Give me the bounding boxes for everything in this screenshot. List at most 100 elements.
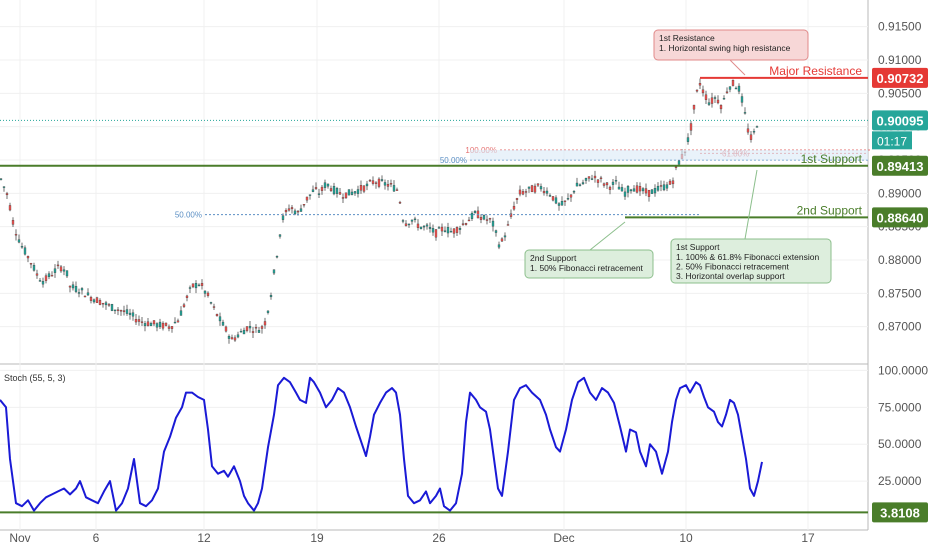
candle-body bbox=[530, 185, 534, 193]
candle-body bbox=[2, 186, 6, 188]
candle-body bbox=[182, 304, 186, 307]
candle-body bbox=[59, 266, 63, 272]
candle-body bbox=[593, 175, 597, 179]
candle-body bbox=[137, 319, 141, 322]
candle-body bbox=[221, 321, 225, 326]
candle-body bbox=[80, 288, 84, 291]
candle-body bbox=[458, 228, 462, 230]
candle-body bbox=[263, 321, 267, 326]
candle-body bbox=[143, 323, 147, 327]
candle-body bbox=[746, 128, 750, 133]
candle-body bbox=[332, 186, 336, 195]
candle-body bbox=[239, 331, 243, 333]
candle-body bbox=[242, 329, 246, 335]
candle-body bbox=[227, 336, 231, 339]
candle-body bbox=[596, 179, 600, 183]
candle-body bbox=[206, 292, 210, 296]
candle-body bbox=[701, 89, 705, 94]
candle-body bbox=[311, 189, 315, 192]
price-tick-label: 0.87500 bbox=[878, 286, 922, 300]
candle-body bbox=[56, 264, 60, 267]
callout-pointer bbox=[729, 59, 746, 76]
level-price-tag bbox=[872, 207, 928, 228]
callout-title: 2nd Support bbox=[530, 253, 577, 263]
candle-body bbox=[233, 337, 237, 341]
candle-body bbox=[620, 187, 624, 192]
price-tick-label: 0.89000 bbox=[878, 186, 922, 200]
candle-body bbox=[77, 292, 81, 294]
candle-body bbox=[101, 302, 105, 305]
time-tick-label: 19 bbox=[310, 531, 324, 545]
candle-body bbox=[752, 131, 756, 133]
candle-body bbox=[197, 284, 201, 287]
fib-label: 50.00% bbox=[440, 156, 467, 165]
time-tick-label: 6 bbox=[93, 531, 100, 545]
candle-body bbox=[374, 182, 378, 184]
candle-body bbox=[83, 295, 87, 298]
price-tick-label: 0.88000 bbox=[878, 253, 922, 267]
level-price-tag bbox=[872, 67, 928, 88]
candle-body bbox=[215, 313, 219, 317]
candle-body bbox=[440, 226, 444, 232]
candle-body bbox=[653, 188, 657, 194]
candle-body bbox=[731, 79, 735, 86]
candle-body bbox=[557, 203, 561, 206]
candle-body bbox=[572, 191, 576, 193]
candle-body bbox=[317, 193, 321, 195]
fib-label: 50.00% bbox=[175, 211, 202, 220]
candle-body bbox=[533, 185, 537, 193]
candle-body bbox=[455, 227, 459, 233]
candle-body bbox=[38, 280, 42, 282]
candle-body bbox=[11, 220, 15, 225]
current-price-text: 0.90095 bbox=[877, 113, 924, 128]
candle-body bbox=[74, 286, 78, 292]
candle-body bbox=[500, 238, 504, 242]
callout-box bbox=[524, 249, 654, 279]
candle-body bbox=[737, 85, 741, 92]
candle-body bbox=[494, 230, 498, 233]
candle-body bbox=[431, 228, 435, 233]
candle-body bbox=[257, 330, 261, 333]
stoch-line bbox=[0, 376, 763, 512]
callout-line: 1. 100% & 61.8% Fibonacci extension bbox=[676, 252, 819, 262]
candle-body bbox=[527, 186, 531, 189]
candle-body bbox=[329, 188, 333, 191]
time-tick-label: Nov bbox=[9, 531, 30, 545]
candle-body bbox=[179, 310, 183, 316]
level-label: 1st Support bbox=[801, 152, 863, 166]
candle-body bbox=[335, 188, 339, 194]
candle-body bbox=[629, 189, 633, 192]
candle-body bbox=[671, 180, 675, 185]
callout-line: 1. 50% Fibonacci retracement bbox=[530, 263, 644, 273]
price-tick-label: 0.90500 bbox=[878, 86, 922, 100]
candle-body bbox=[674, 166, 678, 168]
candle-body bbox=[506, 224, 510, 226]
candle-body bbox=[659, 185, 663, 187]
candle-body bbox=[632, 188, 636, 192]
price-series bbox=[0, 78, 759, 344]
candle-body bbox=[563, 200, 567, 202]
candle-body bbox=[515, 198, 519, 200]
candle-body bbox=[419, 226, 423, 229]
candle-body bbox=[368, 180, 372, 182]
candle-body bbox=[62, 269, 66, 272]
candle-body bbox=[251, 331, 255, 333]
level-label: Major Resistance bbox=[769, 64, 862, 78]
candle-body bbox=[164, 322, 168, 326]
candle-body bbox=[587, 176, 591, 179]
candle-body bbox=[401, 220, 405, 222]
candle-body bbox=[209, 302, 213, 304]
stoch-level-text: 3.8108 bbox=[880, 505, 920, 520]
candle-body bbox=[29, 263, 33, 265]
candle-body bbox=[47, 273, 51, 277]
candle-body bbox=[173, 321, 177, 324]
candle-body bbox=[605, 182, 609, 186]
candle-body bbox=[413, 218, 417, 221]
candle-body bbox=[656, 185, 660, 191]
candle-body bbox=[623, 191, 627, 197]
candle-body bbox=[119, 310, 123, 312]
time-tick-label: 12 bbox=[197, 531, 211, 545]
support-resistance-levels: 100.00%50.00%61.80%50.00%Major Resistanc… bbox=[0, 64, 870, 220]
candle-body bbox=[230, 337, 234, 340]
